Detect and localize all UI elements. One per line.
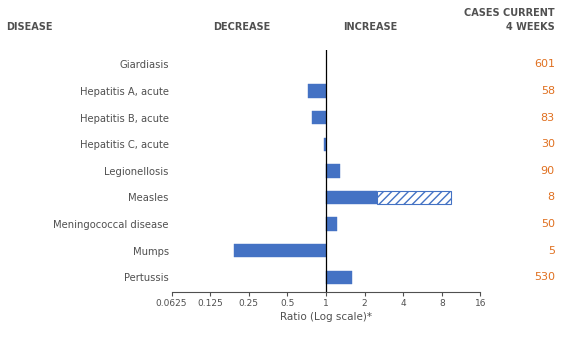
Text: 4 WEEKS: 4 WEEKS [506, 22, 555, 32]
Bar [312, 111, 326, 124]
Text: 30: 30 [541, 139, 555, 149]
Text: 58: 58 [541, 86, 555, 96]
Text: DISEASE: DISEASE [6, 22, 52, 32]
Bar [324, 138, 326, 151]
Text: 530: 530 [534, 272, 555, 282]
Text: 83: 83 [541, 113, 555, 123]
Text: 90: 90 [541, 166, 555, 176]
Bar [308, 84, 326, 98]
X-axis label: Ratio (Log scale)*: Ratio (Log scale)* [280, 312, 372, 322]
Bar [233, 244, 326, 257]
Text: 50: 50 [541, 219, 555, 229]
Text: INCREASE: INCREASE [343, 22, 397, 32]
Bar [326, 271, 352, 284]
Bar [377, 191, 451, 204]
Text: DECREASE: DECREASE [213, 22, 271, 32]
Text: 601: 601 [534, 59, 555, 69]
Text: 8: 8 [548, 193, 555, 203]
Bar [326, 191, 377, 204]
Bar [326, 164, 340, 178]
Text: 5: 5 [548, 246, 555, 256]
Bar [326, 218, 337, 231]
Text: CASES CURRENT: CASES CURRENT [464, 8, 555, 18]
